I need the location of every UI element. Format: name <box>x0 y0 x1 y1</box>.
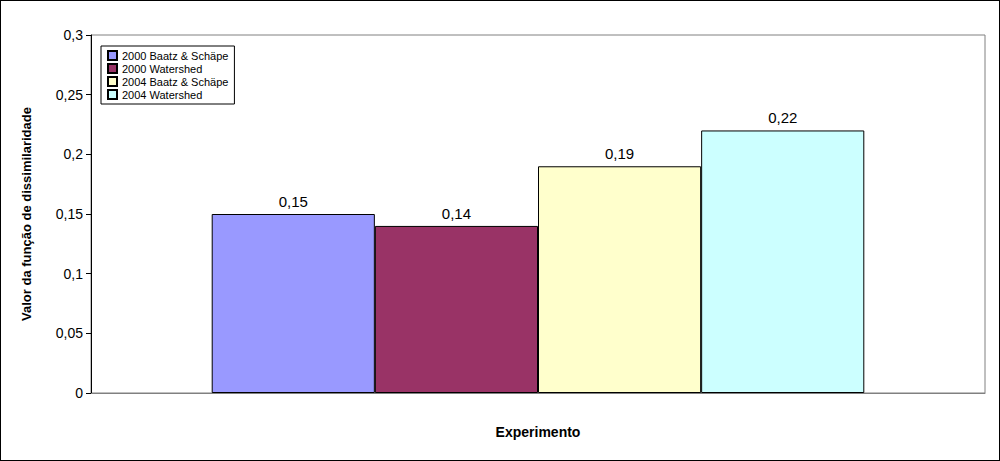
svg-text:0,25: 0,25 <box>56 87 83 103</box>
svg-text:0,22: 0,22 <box>768 109 797 126</box>
svg-text:0: 0 <box>75 385 83 401</box>
svg-text:0,05: 0,05 <box>56 325 83 341</box>
svg-text:2004 Watershed: 2004 Watershed <box>122 89 202 101</box>
svg-text:0,15: 0,15 <box>56 206 83 222</box>
svg-text:0,3: 0,3 <box>64 27 84 43</box>
svg-text:0,19: 0,19 <box>605 145 634 162</box>
svg-text:0,2: 0,2 <box>64 146 84 162</box>
svg-text:Valor da função de dissimilari: Valor da função de dissimilaridade <box>19 107 34 321</box>
svg-text:2000 Watershed: 2000 Watershed <box>122 63 202 75</box>
svg-text:0,1: 0,1 <box>64 266 84 282</box>
svg-text:0,14: 0,14 <box>442 205 471 222</box>
svg-text:2000 Baatz & Schäpe: 2000 Baatz & Schäpe <box>122 50 228 62</box>
svg-text:0,15: 0,15 <box>279 193 308 210</box>
svg-text:2004 Baatz & Schäpe: 2004 Baatz & Schäpe <box>122 76 228 88</box>
svg-text:Experimento: Experimento <box>496 424 581 440</box>
